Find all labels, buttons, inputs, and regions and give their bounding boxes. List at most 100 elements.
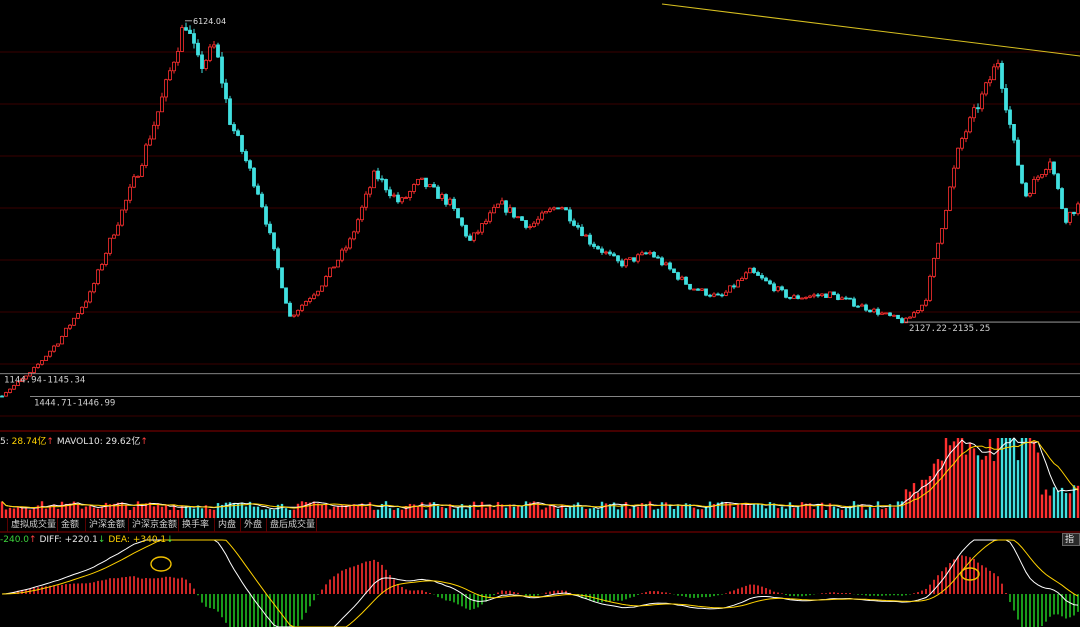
candle-down (608, 251, 612, 255)
candlestick-series (0, 3, 1080, 398)
volume-bar-down (456, 507, 460, 518)
volume-bar-down (184, 505, 188, 518)
candle-up (640, 252, 644, 256)
volume-bar-up (540, 509, 544, 518)
candle-up (340, 249, 344, 261)
tab-hsj-amount[interactable]: 沪深京金额 (129, 518, 179, 532)
candle-down (388, 189, 392, 197)
volume-bar-up (748, 505, 752, 518)
volume-bar-up (348, 504, 352, 518)
candle-up (604, 251, 608, 254)
volume-bar-up (312, 501, 316, 518)
candle-up (920, 304, 924, 312)
mavol5-label: 5: (0, 437, 12, 447)
dea-arrow: ↓ (166, 535, 174, 545)
volume-bar-up (204, 505, 208, 518)
volume-bar-down (196, 505, 200, 518)
candle-up (412, 184, 416, 192)
candle-down (616, 255, 620, 262)
candle-up (984, 82, 988, 95)
candle-down (1004, 88, 1008, 111)
volume-bar-up (208, 509, 212, 518)
volume-bar-up (640, 503, 644, 518)
candle-up (300, 304, 304, 311)
candle-up (356, 219, 360, 233)
candle-down (848, 297, 852, 300)
candle-down (668, 262, 672, 270)
tab-inner[interactable]: 内盘 (215, 518, 241, 532)
candle-up (76, 313, 80, 319)
candle-down (252, 167, 256, 187)
volume-bar-up (56, 508, 60, 518)
candle-up (204, 59, 208, 69)
volume-bar-up (308, 502, 312, 518)
volume-bar-down (564, 507, 568, 518)
volume-bar-up (648, 501, 652, 518)
volume-bar-down (260, 509, 264, 518)
tab-outer[interactable]: 外盘 (241, 518, 267, 532)
tab-amount[interactable]: 金额 (58, 518, 86, 532)
volume-bar-up (892, 507, 896, 518)
volume-bar-down (592, 507, 596, 518)
candle-down (600, 248, 604, 253)
candle-up (80, 306, 84, 315)
candle-up (152, 124, 156, 140)
volume-bar-up (828, 503, 832, 518)
volume-bar-up (792, 508, 796, 518)
tab-virtual-volume[interactable]: 虚拟成交量 (8, 518, 58, 532)
volume-bar-up (964, 454, 968, 518)
candle-up (128, 186, 132, 201)
tab-turnover[interactable]: 换手率 (179, 518, 215, 532)
tab-hs-amount[interactable]: 沪深金额 (86, 518, 129, 532)
candle-down (224, 82, 228, 100)
candle-up (320, 285, 324, 292)
volume-bar-down (268, 509, 272, 518)
candle-up (24, 375, 28, 380)
candle-down (436, 186, 440, 199)
volume-bar-up (328, 509, 332, 518)
tab-volume[interactable] (0, 518, 8, 532)
volume-bar-down (632, 505, 636, 518)
mavol10-arrow: ↑ (140, 437, 148, 447)
candle-down (376, 170, 380, 180)
volume-bar-down (244, 506, 248, 518)
volume-bar-up (364, 506, 368, 518)
candle-up (472, 232, 476, 241)
volume-bar-up (392, 509, 396, 518)
volume-bar-up (76, 503, 80, 518)
candle-up (332, 266, 336, 269)
candle-up (936, 242, 940, 259)
candle-down (652, 252, 656, 258)
candle-down (764, 277, 768, 282)
candle-up (624, 258, 628, 267)
volume-bar-up (80, 508, 84, 518)
volume-bar-up (412, 504, 416, 518)
candle-up (912, 312, 916, 318)
mavol5-line (1, 437, 1079, 510)
volume-bar-down (616, 509, 620, 518)
volume-bar-down (444, 508, 448, 518)
candle-up (692, 288, 696, 291)
candle-up (528, 226, 532, 229)
tab-after-hours[interactable]: 盘后成交量 (267, 518, 317, 532)
candle-up (180, 27, 184, 52)
candle-down (232, 124, 236, 132)
candle-down (236, 130, 240, 136)
volume-bar-up (300, 501, 304, 518)
candle-down (1020, 164, 1024, 184)
volume-bar-up (680, 505, 684, 518)
candle-up (1028, 193, 1032, 197)
volume-bar-up (736, 503, 740, 518)
volume-bar-down (688, 504, 692, 518)
volume-bar-up (1068, 493, 1072, 518)
candle-down (264, 206, 268, 225)
indicator-button[interactable]: 指标 (1062, 533, 1080, 546)
volume-bar-up (368, 502, 372, 518)
candle-up (208, 46, 212, 61)
volume-bar-down (504, 507, 508, 518)
candle-up (536, 218, 540, 224)
volume-bar-down (696, 509, 700, 518)
volume-bar-up (344, 505, 348, 518)
candle-up (112, 234, 116, 239)
